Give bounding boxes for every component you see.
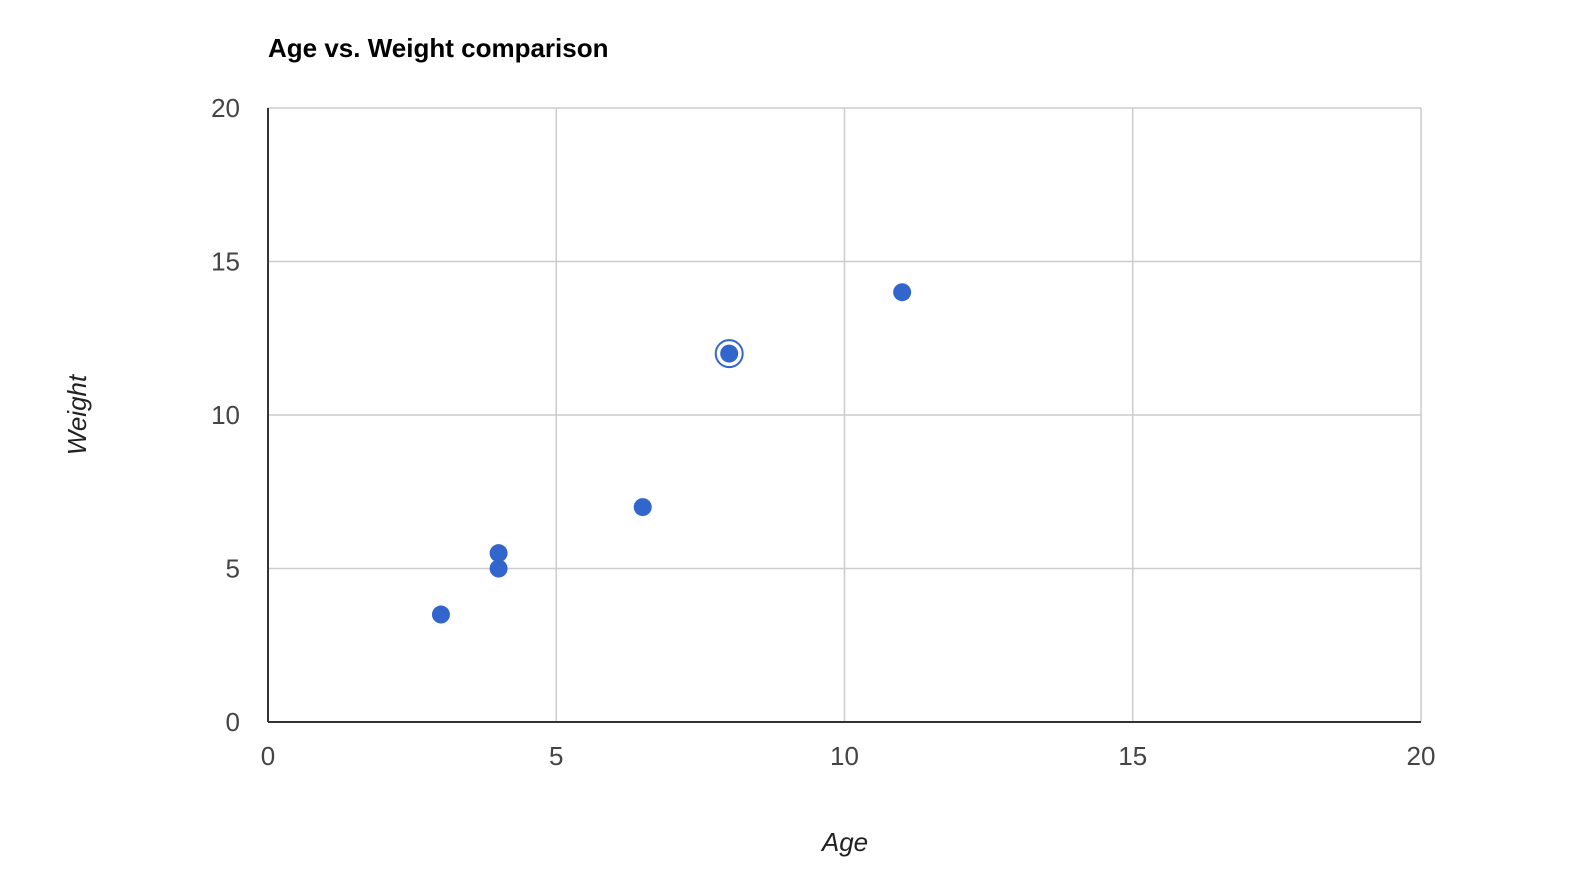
y-tick-label: 10	[211, 400, 240, 430]
data-point	[893, 283, 912, 302]
data-point	[489, 544, 508, 563]
y-tick-label: 5	[226, 554, 240, 584]
data-point	[431, 605, 450, 624]
y-tick-label: 15	[211, 247, 240, 277]
x-tick-label: 5	[549, 741, 563, 771]
data-point	[633, 498, 652, 517]
y-tick-label: 20	[211, 93, 240, 123]
x-axis-title: Age	[820, 827, 868, 857]
x-tick-label: 10	[830, 741, 859, 771]
x-tick-label: 0	[261, 741, 275, 771]
data-point	[489, 559, 508, 578]
y-axis-title: Weight	[62, 373, 92, 455]
chart-title: Age vs. Weight comparison	[268, 33, 608, 63]
x-tick-label: 20	[1407, 741, 1436, 771]
gridlines	[268, 107, 1422, 722]
data-points	[431, 283, 912, 624]
data-point	[720, 344, 739, 363]
highlighted-point-ring	[714, 339, 744, 369]
x-tick-label: 15	[1118, 741, 1147, 771]
x-axis-ticks: 0 5 10 15 20	[261, 741, 1436, 771]
y-tick-label: 0	[226, 707, 240, 737]
y-axis-ticks: 0 5 10 15 20	[211, 93, 240, 737]
axes	[267, 108, 1421, 723]
